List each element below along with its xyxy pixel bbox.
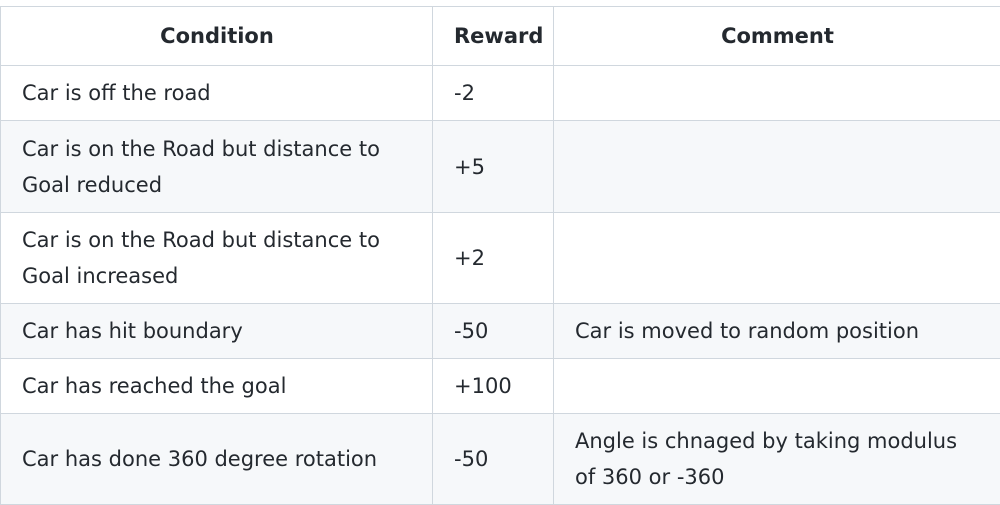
table-row: Car is off the road -2 [1,66,1000,121]
table-row: Car is on the Road but distance to Goal … [1,213,1000,304]
table-row: Car has hit boundary -50 Car is moved to… [1,304,1000,359]
reward-cell: +2 [433,213,554,304]
comment-cell: Car is moved to random position [554,304,1000,359]
reward-cell: -2 [433,66,554,121]
condition-cell: Car is on the Road but distance to Goal … [1,213,433,304]
table-row: Car has done 360 degree rotation -50 Ang… [1,414,1000,505]
comment-cell: Angle is chnaged by taking modulus of 36… [554,414,1000,505]
condition-cell: Car is on the Road but distance to Goal … [1,121,433,213]
reward-cell: -50 [433,304,554,359]
comment-cell [554,213,1000,304]
table-row: Car has reached the goal +100 [1,359,1000,414]
table-row: Car is on the Road but distance to Goal … [1,121,1000,213]
condition-cell: Car is off the road [1,66,433,121]
table-body: Car is off the road -2 Car is on the Roa… [1,66,1000,505]
reward-cell: +100 [433,359,554,414]
header-comment: Comment [554,7,1000,66]
header-row: Condition Reward Comment [1,7,1000,66]
table-header: Condition Reward Comment [1,7,1000,66]
reward-table: Condition Reward Comment Car is off the … [0,6,1000,505]
reward-cell: -50 [433,414,554,505]
reward-cell: +5 [433,121,554,213]
condition-cell: Car has done 360 degree rotation [1,414,433,505]
comment-cell [554,359,1000,414]
header-reward: Reward [433,7,554,66]
header-condition: Condition [1,7,433,66]
condition-cell: Car has hit boundary [1,304,433,359]
comment-cell [554,121,1000,213]
comment-cell [554,66,1000,121]
condition-cell: Car has reached the goal [1,359,433,414]
